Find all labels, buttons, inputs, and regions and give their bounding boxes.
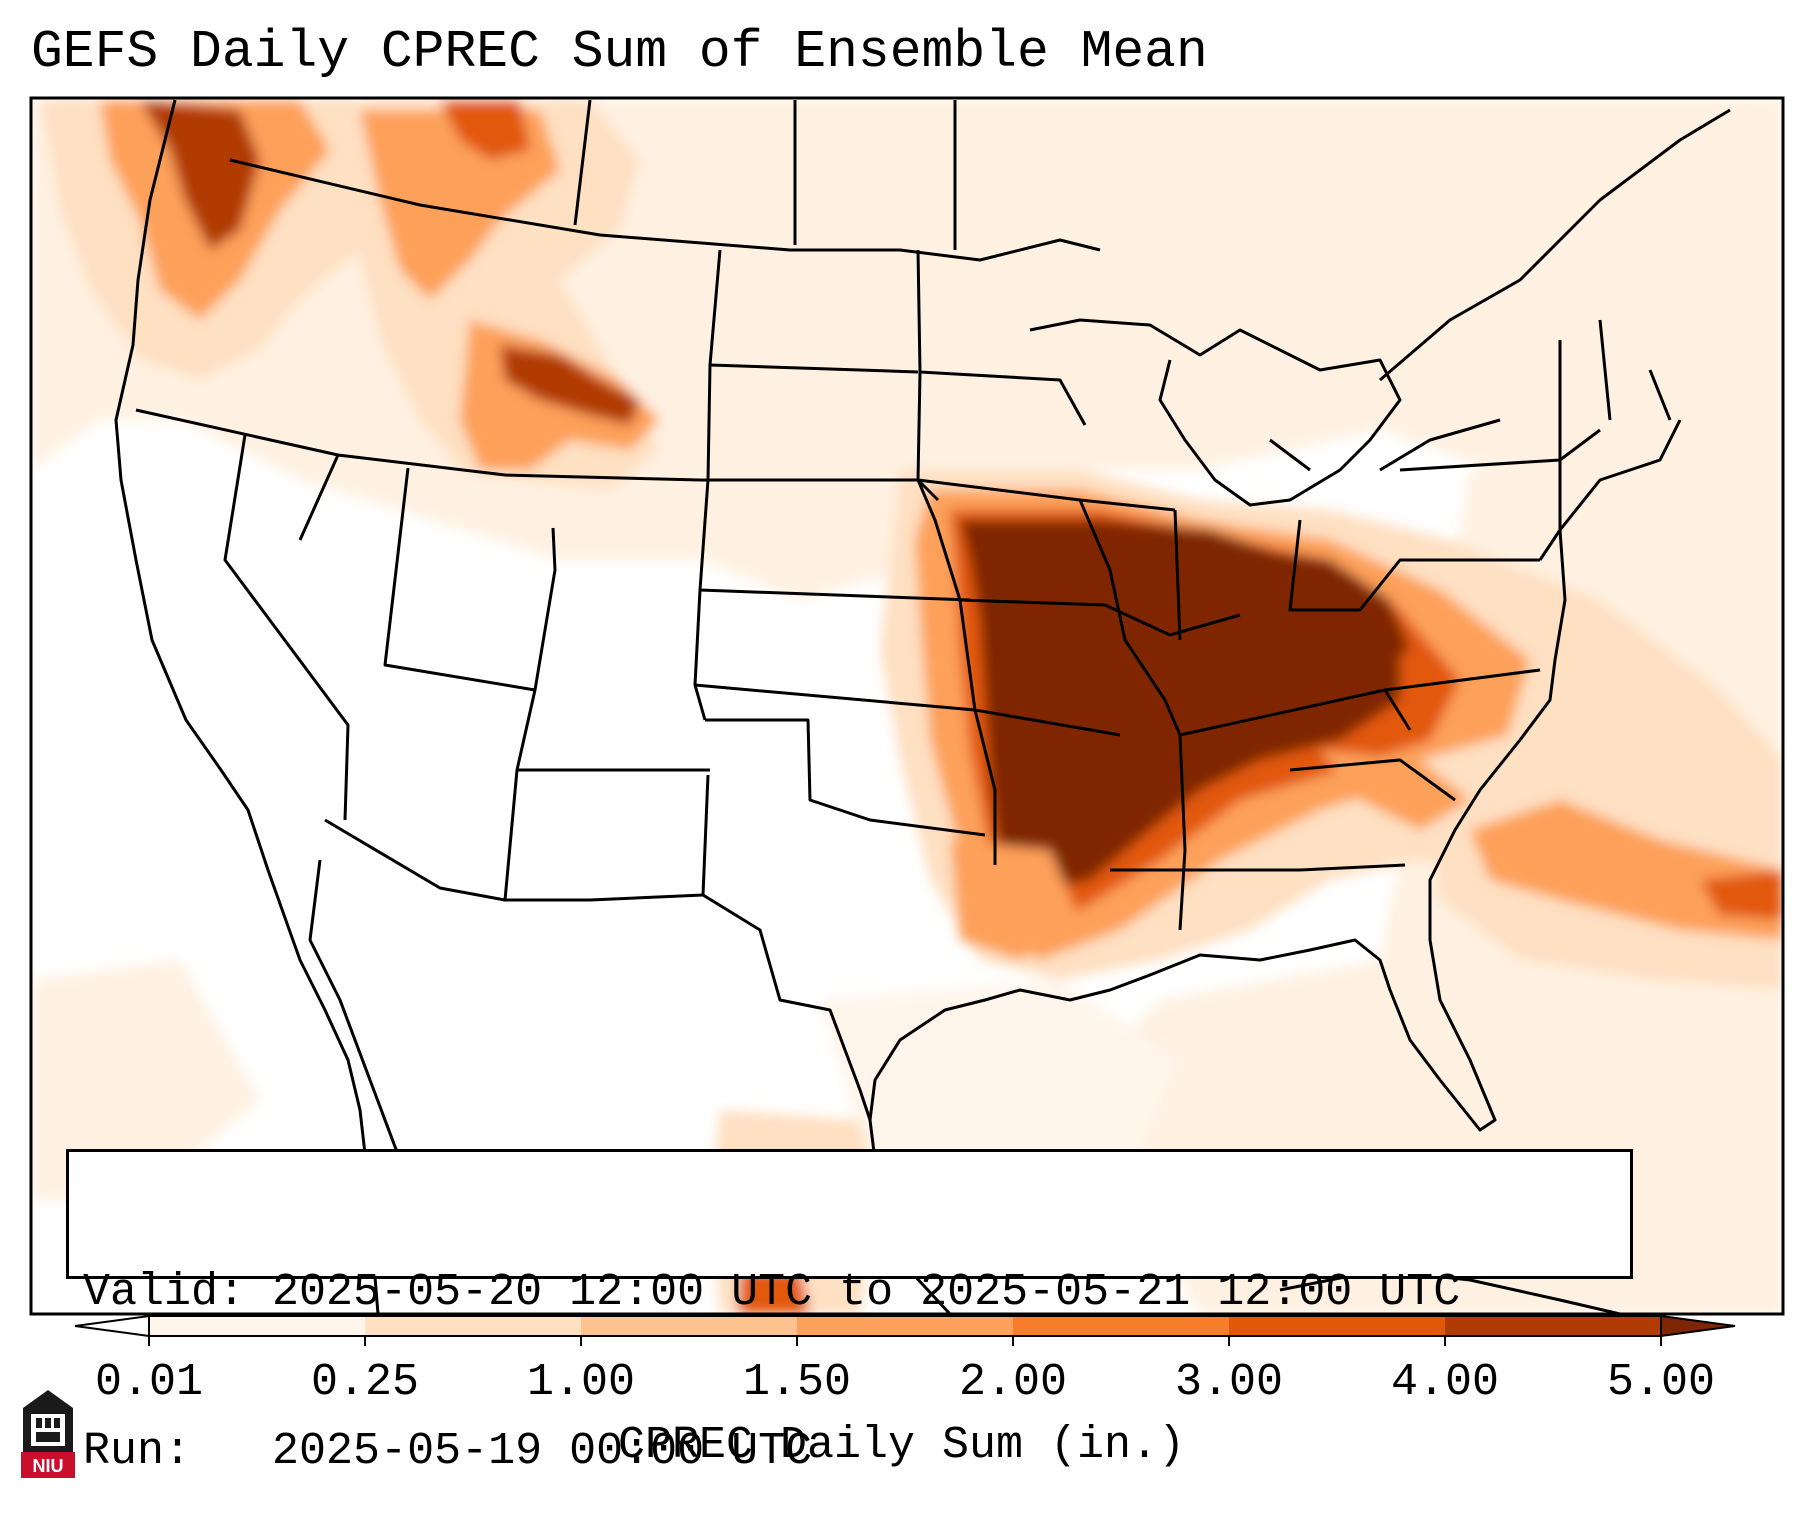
precip-band-core	[960, 520, 1400, 890]
precip-light-southwest	[31, 960, 260, 1200]
colorbar-tick-label: 0.25	[310, 1357, 420, 1408]
colorbar-tick-label: 2.00	[958, 1357, 1068, 1408]
map-panel	[31, 98, 1783, 1314]
run-value: 2025-05-19 00:00 UTC	[272, 1426, 813, 1477]
run-label: Run:	[83, 1426, 192, 1477]
precip-georgia	[1320, 750, 1470, 830]
valid-row: Valid: 2025-05-20 12:00 UTC to 2025-05-2…	[83, 1266, 1616, 1319]
map-frame	[29, 96, 1785, 1316]
colorbar	[74, 1314, 1736, 1346]
colorbar-tick-label: 4.00	[1390, 1357, 1500, 1408]
precip-louisiana	[950, 840, 1080, 960]
colorbar-bin	[149, 1316, 366, 1336]
colorbar-bin	[1229, 1316, 1446, 1336]
colorbar-bin	[1013, 1316, 1230, 1336]
coastline-west	[114, 99, 380, 1314]
east-states	[1078, 499, 1541, 931]
west-states	[135, 408, 760, 902]
colorbar-bin	[797, 1316, 1014, 1336]
run-row: Run: 2025-05-19 00:00 UTC	[83, 1425, 1616, 1478]
coastline-east	[868, 419, 1682, 1314]
colorbar-ticks	[148, 1336, 1662, 1346]
valid-label: Valid:	[83, 1267, 246, 1318]
precip-canada-core	[440, 100, 530, 160]
precip-map	[29, 96, 1785, 1346]
boundaries	[114, 99, 1731, 1314]
great-lakes	[1029, 318, 1501, 507]
colorbar-bins	[149, 1316, 1662, 1336]
texas	[702, 893, 872, 1121]
precip-atlantic-mid	[1470, 800, 1783, 940]
colorbar-tick-label: 5.00	[1606, 1357, 1716, 1408]
precip-pnw-core	[140, 100, 260, 250]
precip-montana-core	[500, 345, 640, 425]
colorbar-outline	[148, 1315, 1662, 1337]
canada-north	[573, 99, 957, 250]
map-title: GEFS Daily CPREC Sum of Ensemble Mean	[31, 22, 1208, 82]
canada-border	[229, 158, 1101, 262]
colorbar-tick-label: 1.50	[742, 1357, 852, 1408]
colorbar-bin	[581, 1316, 798, 1336]
precip-rockies-mid	[360, 110, 560, 300]
valid-run-box: Valid: 2025-05-20 12:00 UTC to 2025-05-2…	[66, 1149, 1633, 1477]
colorbar-tick-label: 3.00	[1174, 1357, 1284, 1408]
niu-logo-icon: NIU	[21, 1390, 75, 1478]
colorbar-bin	[365, 1316, 582, 1336]
logo-wordmark: NIU	[33, 1456, 64, 1476]
colorbar-extend-high	[1660, 1314, 1736, 1338]
colorbar-title: CPREC Daily Sum (in.)	[617, 1420, 1186, 1471]
colorbar-tick-label: 1.00	[526, 1357, 636, 1408]
colorbar-tick-label: 0.01	[94, 1357, 204, 1408]
valid-value: 2025-05-20 12:00 UTC to 2025-05-21 12:00…	[272, 1267, 1461, 1318]
precip-atlantic-core	[1700, 870, 1783, 920]
precip-mexico-core	[738, 1270, 810, 1314]
colorbar-bin	[1445, 1316, 1662, 1336]
